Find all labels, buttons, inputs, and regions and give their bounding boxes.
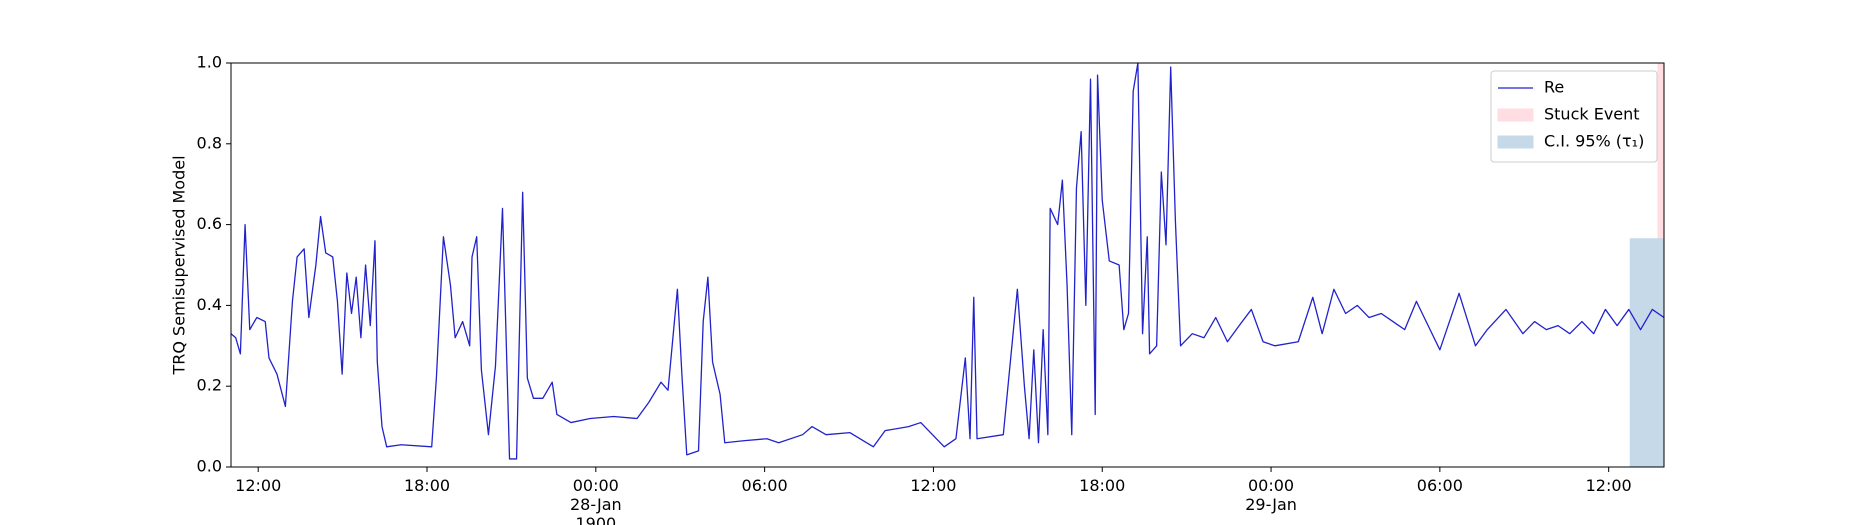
legend-label: C.I. 95% (τ₁)	[1544, 132, 1644, 151]
x-tick-label: 00:00 29-Jan	[1245, 476, 1297, 514]
legend-patch	[1497, 135, 1534, 149]
y-tick-label: 0.4	[197, 295, 222, 314]
x-tick-label: 06:00	[741, 476, 788, 495]
y-tick-label: 1.0	[197, 53, 222, 72]
x-tick-label: 18:00	[403, 476, 451, 495]
x-tick-label: 12:00	[235, 476, 282, 495]
line-series	[230, 62, 1665, 460]
legend-patch	[1497, 108, 1534, 122]
y-tick-label: 0.2	[197, 376, 222, 395]
x-tick-label: 06:00	[1416, 476, 1463, 495]
y-tick-label: 0.6	[197, 214, 222, 233]
legend: Re Stuck Event C.I. 95% (τ₁)	[1490, 70, 1658, 163]
shaded-region	[1629, 238, 1665, 468]
y-axis-label: TRQ Semisupervised Model	[170, 155, 189, 375]
y-tick-label: 0.0	[197, 457, 222, 476]
legend-label: Re	[1544, 78, 1564, 97]
x-tick-label: 12:00	[1585, 476, 1632, 495]
x-tick-label: 12:00	[910, 476, 957, 495]
x-tick-label: 00:00 28-Jan 1900	[569, 476, 622, 525]
x-tick-label: 18:00	[1079, 476, 1126, 495]
plot-frame	[230, 62, 1665, 468]
y-tick-label: 0.8	[197, 133, 222, 152]
legend-label: Stuck Event	[1544, 105, 1640, 124]
